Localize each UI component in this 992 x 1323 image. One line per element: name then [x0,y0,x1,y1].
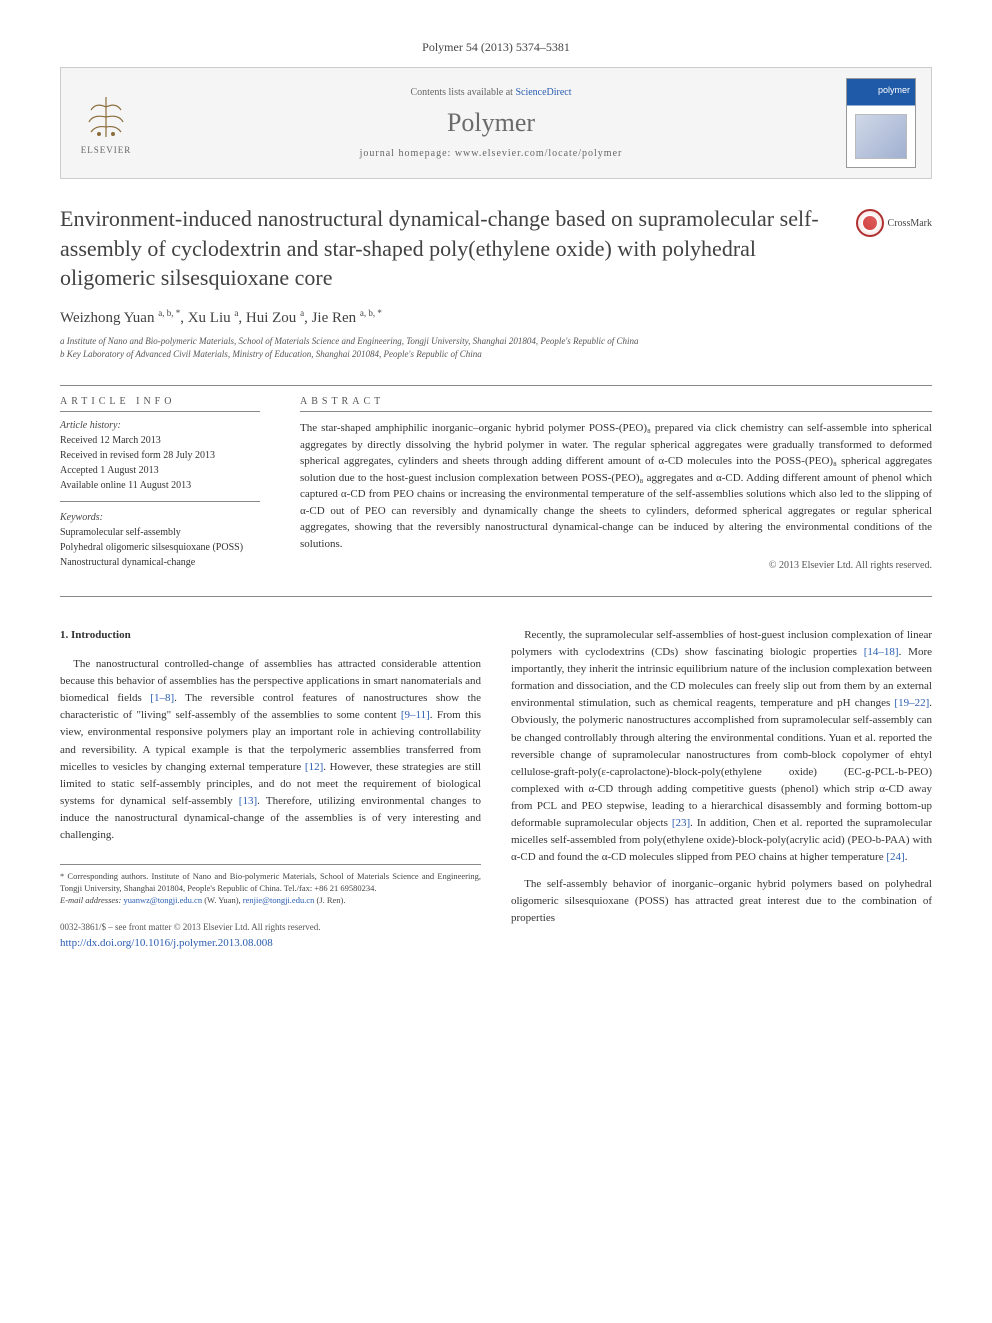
abstract-block: ABSTRACT The star-shaped amphiphilic ino… [300,396,932,571]
affiliations: a Institute of Nano and Bio-polymeric Ma… [60,335,932,360]
elsevier-logo: ELSEVIER [76,88,136,158]
keyword-3: Nanostructural dynamical-change [60,555,260,570]
emails-label: E-mail addresses: [60,895,121,905]
contents-line: Contents lists available at ScienceDirec… [136,87,846,98]
keyword-2: Polyhedral oligomeric silsesquioxane (PO… [60,540,260,555]
footnote-block: * Corresponding authors. Institute of Na… [60,864,481,907]
crossmark-badge[interactable]: CrossMark [856,209,932,237]
issn-line: 0032-3861/$ – see front matter © 2013 El… [60,921,321,935]
history-label: Article history: [60,418,260,433]
email-name-1: (W. Yuan), [204,895,240,905]
affiliation-a: a Institute of Nano and Bio-polymeric Ma… [60,335,932,348]
keyword-1: Supramolecular self-assembly [60,525,260,540]
history-online: Available online 11 August 2013 [60,478,260,493]
body-paragraph-3: The self-assembly behavior of inorganic–… [511,876,932,927]
journal-homepage: journal homepage: www.elsevier.com/locat… [136,148,846,159]
email-name-2: (J. Ren). [316,895,345,905]
contents-prefix: Contents lists available at [410,87,515,98]
journal-cover-thumbnail: polymer [846,78,916,168]
history-revised: Received in revised form 28 July 2013 [60,448,260,463]
sciencedirect-link[interactable]: ScienceDirect [515,87,571,98]
article-title: Environment-induced nanostructural dynam… [60,204,836,293]
section-heading-intro: 1. Introduction [60,627,481,644]
corresponding-author-note: * Corresponding authors. Institute of Na… [60,871,481,895]
journal-banner: ELSEVIER Contents lists available at Sci… [60,67,932,179]
article-info-block: ARTICLE INFO Article history: Received 1… [60,396,260,571]
column-left: 1. Introduction The nanostructural contr… [60,627,481,952]
history-received: Received 12 March 2013 [60,433,260,448]
keywords-label: Keywords: [60,510,260,525]
body-paragraph-1: The nanostructural controlled-change of … [60,656,481,844]
column-right: Recently, the supramolecular self-assemb… [511,627,932,952]
divider [60,385,932,386]
citation-header: Polymer 54 (2013) 5374–5381 [60,40,932,55]
email-link-1[interactable]: yuanwz@tongji.edu.cn [123,895,202,905]
email-link-2[interactable]: renjie@tongji.edu.cn [243,895,315,905]
elsevier-tree-icon [81,92,131,142]
journal-name: Polymer [136,108,846,138]
doi-link[interactable]: http://dx.doi.org/10.1016/j.polymer.2013… [60,937,273,949]
affiliation-b: b Key Laboratory of Advanced Civil Mater… [60,348,932,361]
divider-2 [60,596,932,597]
abstract-text: The star-shaped amphiphilic inorganic–or… [300,420,932,552]
abstract-copyright: © 2013 Elsevier Ltd. All rights reserved… [300,560,932,571]
crossmark-icon [856,209,884,237]
doi-line: http://dx.doi.org/10.1016/j.polymer.2013… [60,935,481,952]
body-paragraph-2: Recently, the supramolecular self-assemb… [511,627,932,866]
abstract-heading: ABSTRACT [300,396,932,412]
body-columns: 1. Introduction The nanostructural contr… [60,627,932,952]
bottom-meta-left: 0032-3861/$ – see front matter © 2013 El… [60,921,481,935]
cover-label: polymer [878,85,910,95]
email-addresses-line: E-mail addresses: yuanwz@tongji.edu.cn (… [60,895,481,907]
history-accepted: Accepted 1 August 2013 [60,463,260,478]
crossmark-label: CrossMark [888,218,932,229]
article-history: Article history: Received 12 March 2013 … [60,418,260,502]
keywords-block: Keywords: Supramolecular self-assembly P… [60,510,260,570]
cover-image-placeholder [855,114,907,159]
elsevier-publisher-name: ELSEVIER [81,145,132,155]
authors-line: Weizhong Yuan a, b, *, Xu Liu a, Hui Zou… [60,308,932,327]
article-info-heading: ARTICLE INFO [60,396,260,412]
